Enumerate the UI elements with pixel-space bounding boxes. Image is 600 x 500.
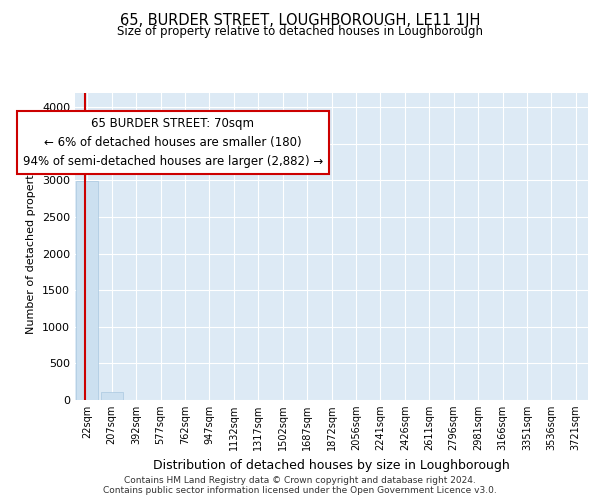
X-axis label: Distribution of detached houses by size in Loughborough: Distribution of detached houses by size … <box>153 458 510 471</box>
Y-axis label: Number of detached properties: Number of detached properties <box>26 158 37 334</box>
Text: 65 BURDER STREET: 70sqm
← 6% of detached houses are smaller (180)
94% of semi-de: 65 BURDER STREET: 70sqm ← 6% of detached… <box>23 116 323 168</box>
Text: Size of property relative to detached houses in Loughborough: Size of property relative to detached ho… <box>117 25 483 38</box>
Bar <box>76 181 98 400</box>
Text: 65, BURDER STREET, LOUGHBOROUGH, LE11 1JH: 65, BURDER STREET, LOUGHBOROUGH, LE11 1J… <box>120 12 480 28</box>
Bar <box>101 392 122 400</box>
Text: Contains HM Land Registry data © Crown copyright and database right 2024.
Contai: Contains HM Land Registry data © Crown c… <box>103 476 497 495</box>
